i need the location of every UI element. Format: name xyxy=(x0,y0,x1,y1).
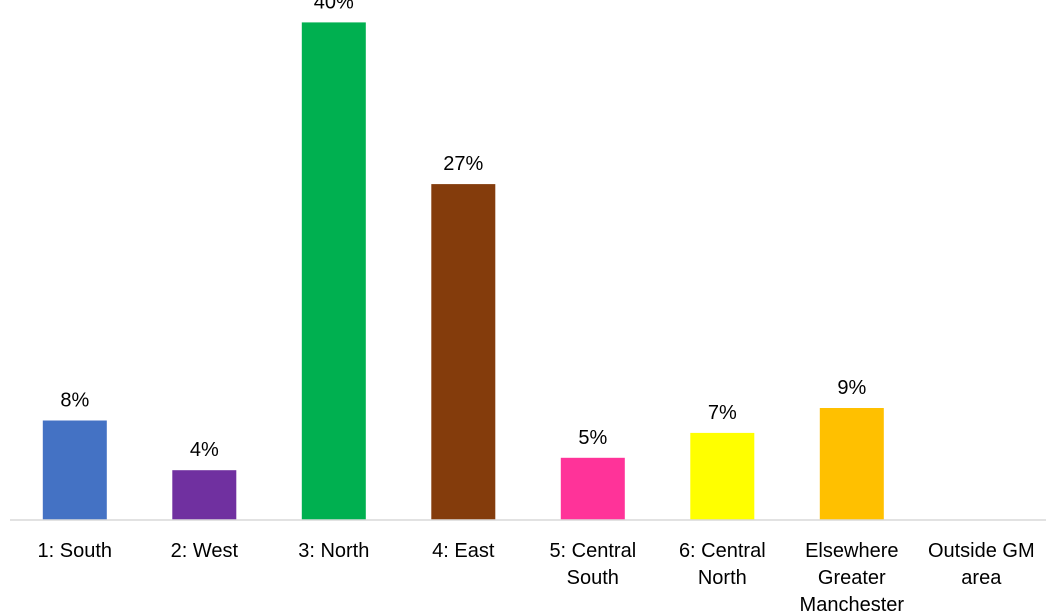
data-label-5-central-south: 5% xyxy=(578,427,607,449)
data-label-1-south: 8% xyxy=(60,390,89,412)
data-labels-layer: 8% 4% 40% 27% 5% 7% 9% xyxy=(60,0,866,461)
data-label-elsewhere-greater-manchester: 9% xyxy=(837,377,866,399)
data-label-6-central-north: 7% xyxy=(708,402,737,424)
bar-elsewhere-greater-manchester xyxy=(819,408,884,520)
tick-label-elsewhere-greater-manchester: Elsewhere Greater Manchester xyxy=(800,540,905,615)
tick-label-outside-gm-area: Outside GM area xyxy=(928,540,1035,589)
bar-4-east xyxy=(431,184,496,520)
bar-1-south xyxy=(42,420,107,520)
bar-5-central-south xyxy=(560,457,625,520)
tick-label-3-north: 3: North xyxy=(298,540,369,562)
data-label-4-east: 27% xyxy=(443,153,483,175)
bar-6-central-north xyxy=(690,432,755,520)
tick-label-2-west: 2: West xyxy=(171,540,239,562)
tick-label-6-central-north: 6: Central North xyxy=(679,540,766,589)
bars-layer xyxy=(42,22,884,521)
x-axis-tick-labels: 1: South 2: West 3: North 4: East 5: Central… xyxy=(38,540,1035,615)
tick-label-1-south: 1: South xyxy=(38,540,113,562)
tick-label-4-east: 4: East xyxy=(432,540,495,562)
data-label-2-west: 4% xyxy=(190,439,219,461)
tick-label-5-central-south: 5: Central South xyxy=(549,540,636,589)
bar-2-west xyxy=(172,470,237,520)
bar-3-north xyxy=(301,22,366,521)
data-label-3-north: 40% xyxy=(314,0,354,13)
